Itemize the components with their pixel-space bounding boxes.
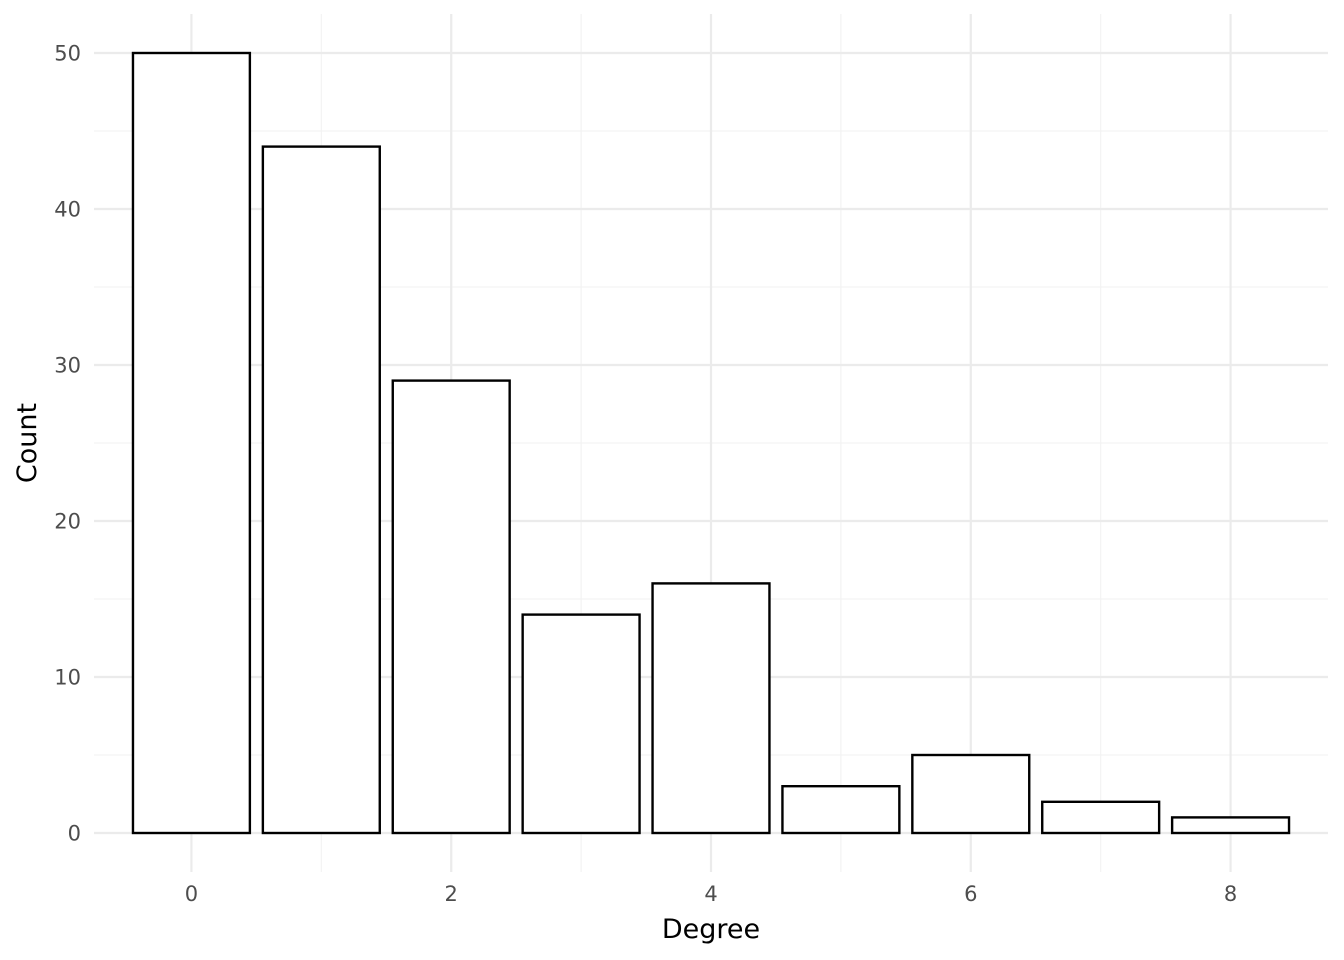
x-tick-label: 8 [1224, 882, 1237, 906]
bar-degree-3 [521, 613, 641, 835]
bar-degree-0 [131, 51, 252, 835]
bars [131, 51, 1291, 835]
y-tick-label: 20 [54, 510, 81, 534]
y-tick-label: 30 [54, 354, 81, 378]
y-tick-label: 50 [54, 42, 81, 66]
y-axis-title: Count [12, 403, 43, 483]
x-tick-label: 2 [445, 882, 458, 906]
bar-degree-6 [911, 753, 1031, 835]
bar-degree-8 [1170, 816, 1291, 835]
bar-degree-4 [651, 582, 771, 835]
x-tick-label: 4 [704, 882, 717, 906]
y-tick-label: 10 [54, 666, 81, 690]
y-axis-ticks: 0 10 20 30 40 50 [54, 42, 81, 846]
bar-degree-1 [261, 145, 381, 835]
bar-degree-7 [1041, 800, 1161, 835]
x-tick-label: 0 [185, 882, 198, 906]
bar-degree-2 [391, 379, 511, 835]
bar-degree-5 [781, 785, 901, 835]
x-axis-ticks: 0 2 4 6 8 [185, 882, 1238, 906]
x-tick-label: 6 [964, 882, 977, 906]
x-axis-title: Degree [662, 914, 760, 945]
y-tick-label: 0 [68, 822, 81, 846]
y-tick-label: 40 [54, 198, 81, 222]
